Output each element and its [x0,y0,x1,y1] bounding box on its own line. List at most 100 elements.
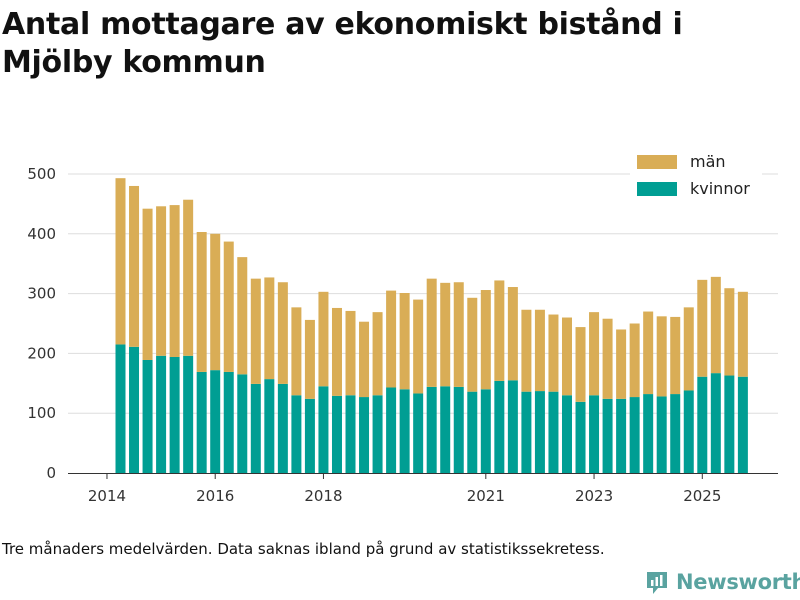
bar-kvinnor [629,397,640,473]
bar-man [643,311,654,395]
bar-kvinnor [183,355,194,473]
bar-kvinnor [548,391,559,473]
legend-label: män [690,152,726,171]
y-tick-label: 500 [27,165,56,183]
bar-kvinnor [643,394,654,473]
bar-kvinnor [399,389,410,473]
bar-man [386,290,397,388]
bar-man [670,316,681,395]
legend-swatch [637,182,677,196]
bar-man [467,297,478,392]
bar-man [724,288,735,376]
bar-kvinnor [250,383,261,473]
bar-kvinnor [129,346,140,473]
brand-name: Newsworthy [676,570,800,594]
bar-man [575,327,586,402]
bar-kvinnor [656,396,667,473]
bar-man [196,232,207,372]
y-tick-label: 0 [46,464,56,482]
bar-man [318,291,329,387]
bar-man [291,307,302,396]
bar-man [602,318,613,399]
bar-man [115,178,126,345]
bar-kvinnor [453,386,464,473]
bar-man [250,278,261,384]
bar-man [616,329,627,399]
bar-man [223,241,234,372]
x-tick-label: 2021 [467,487,505,505]
bar-man [345,310,356,396]
bar-kvinnor [737,376,748,473]
bar-kvinnor [156,355,167,473]
bar-kvinnor [589,395,600,473]
bar-kvinnor [521,391,532,473]
bar-kvinnor [534,391,545,473]
bar-man [561,317,572,396]
brand[interactable]: Newsworthy [644,568,800,596]
bar-man [710,276,721,374]
bar-man [264,277,275,380]
x-tick-label: 2023 [575,487,613,505]
bar-man [629,323,640,398]
bar-man [440,282,451,387]
bar-kvinnor [697,376,708,473]
y-tick-label: 400 [27,225,56,243]
bar-man [521,309,532,392]
bar-kvinnor [237,374,248,473]
bar-kvinnor [561,395,572,473]
bar-kvinnor [616,398,627,473]
bar-kvinnor [359,397,370,473]
bar-man [331,307,342,396]
y-tick-label: 200 [27,344,56,362]
bar-kvinnor [196,371,207,473]
y-tick-label: 100 [27,404,56,422]
bar-kvinnor [507,380,518,473]
bar-man [426,278,437,387]
legend-label: kvinnor [690,179,750,198]
bar-kvinnor [142,359,153,473]
bar-man [413,299,424,394]
bar-man [304,319,315,399]
bar-kvinnor [345,395,356,473]
bar-kvinnor [277,383,288,473]
bar-man [656,316,667,397]
bar-man [589,312,600,396]
bar-man [697,279,708,377]
bar-man [453,282,464,387]
bar-man [480,290,491,390]
bar-kvinnor [683,390,694,473]
bar-kvinnor [115,344,126,473]
bar-kvinnor [318,386,329,473]
bar-kvinnor [372,395,383,473]
bar-kvinnor [304,398,315,473]
bar-kvinnor [331,395,342,473]
bar-man [156,206,167,356]
bar-man [372,312,383,396]
bar-kvinnor [169,356,180,473]
x-tick-label: 2018 [304,487,342,505]
bar-kvinnor [480,389,491,473]
bar-kvinnor [223,371,234,473]
x-tick-label: 2025 [683,487,721,505]
y-tick-label: 300 [27,285,56,303]
bar-man [142,208,153,360]
bar-kvinnor [210,370,221,473]
newsworthy-logo-icon [647,572,667,594]
bar-kvinnor [386,387,397,473]
bar-kvinnor [710,373,721,473]
bar-man [169,205,180,357]
bar-kvinnor [413,393,424,473]
bar-man [534,309,545,392]
bar-kvinnor [264,379,275,473]
bar-man [210,233,221,371]
bar-man [683,307,694,391]
bar-man [507,287,518,381]
bar-man [548,314,559,392]
bar-man [494,280,505,381]
bar-man [399,293,410,390]
bar-man [737,291,748,377]
bar-kvinnor [575,401,586,473]
bar-kvinnor [291,395,302,473]
bar-kvinnor [426,386,437,473]
